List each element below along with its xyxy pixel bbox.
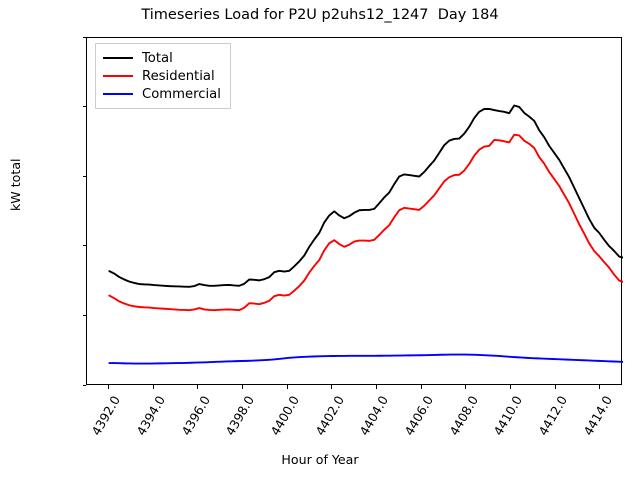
x-tick-label: 4396.0: [177, 393, 213, 439]
x-tick-mark: [554, 385, 556, 389]
chart-legend: Total Residential Commercial: [95, 43, 231, 109]
y-tick-mark: [82, 245, 86, 247]
legend-item-total[interactable]: Total: [103, 49, 221, 67]
y-axis-label: kW total: [8, 158, 23, 211]
x-tick-label: 4398.0: [222, 393, 258, 439]
y-tick-mark: [82, 36, 86, 38]
x-tick-label: 4394.0: [133, 393, 168, 439]
plot-area: [86, 37, 623, 385]
y-tick-mark: [82, 106, 86, 108]
x-tick-label: 4404.0: [356, 393, 392, 439]
legend-label: Total: [142, 50, 173, 66]
legend-swatch-commercial: [103, 93, 133, 95]
y-tick-mark: [82, 175, 86, 177]
x-tick-mark: [509, 385, 511, 389]
x-tick-mark: [465, 385, 467, 389]
x-axis-label: Hour of Year: [281, 452, 359, 467]
x-tick-mark: [286, 385, 288, 389]
x-tick-label: 4406.0: [401, 393, 436, 439]
legend-swatch-total: [103, 57, 133, 59]
x-tick-mark: [420, 385, 422, 389]
plot-canvas: [108, 104, 623, 365]
legend-item-commercial[interactable]: Commercial: [103, 85, 221, 103]
x-tick-label: 4410.0: [490, 393, 526, 439]
x-tick-label: 4408.0: [445, 393, 481, 439]
series-line-commercial: [108, 353, 623, 365]
x-tick-label: 4414.0: [579, 393, 615, 439]
series-line-residential: [108, 133, 623, 312]
chart-title: Timeseries Load for P2U p2uhs12_1247 Day…: [141, 7, 499, 23]
x-tick-label: 4400.0: [267, 393, 302, 439]
legend-item-residential[interactable]: Residential: [103, 67, 221, 85]
y-tick-mark: [82, 314, 86, 316]
x-tick-mark: [241, 385, 243, 389]
series-line-total: [108, 104, 623, 288]
x-tick-label: 4402.0: [311, 393, 347, 439]
legend-swatch-residential: [103, 75, 133, 77]
x-tick-label: 4412.0: [535, 393, 570, 439]
x-tick-mark: [107, 385, 109, 389]
legend-label: Residential: [142, 68, 215, 84]
x-tick-mark: [197, 385, 199, 389]
y-tick-mark: [82, 384, 86, 386]
legend-label: Commercial: [142, 86, 221, 102]
x-tick-mark: [152, 385, 154, 389]
x-tick-label: 4392.0: [88, 393, 124, 439]
x-tick-mark: [331, 385, 333, 389]
x-tick-mark: [375, 385, 377, 389]
x-tick-mark: [599, 385, 601, 389]
